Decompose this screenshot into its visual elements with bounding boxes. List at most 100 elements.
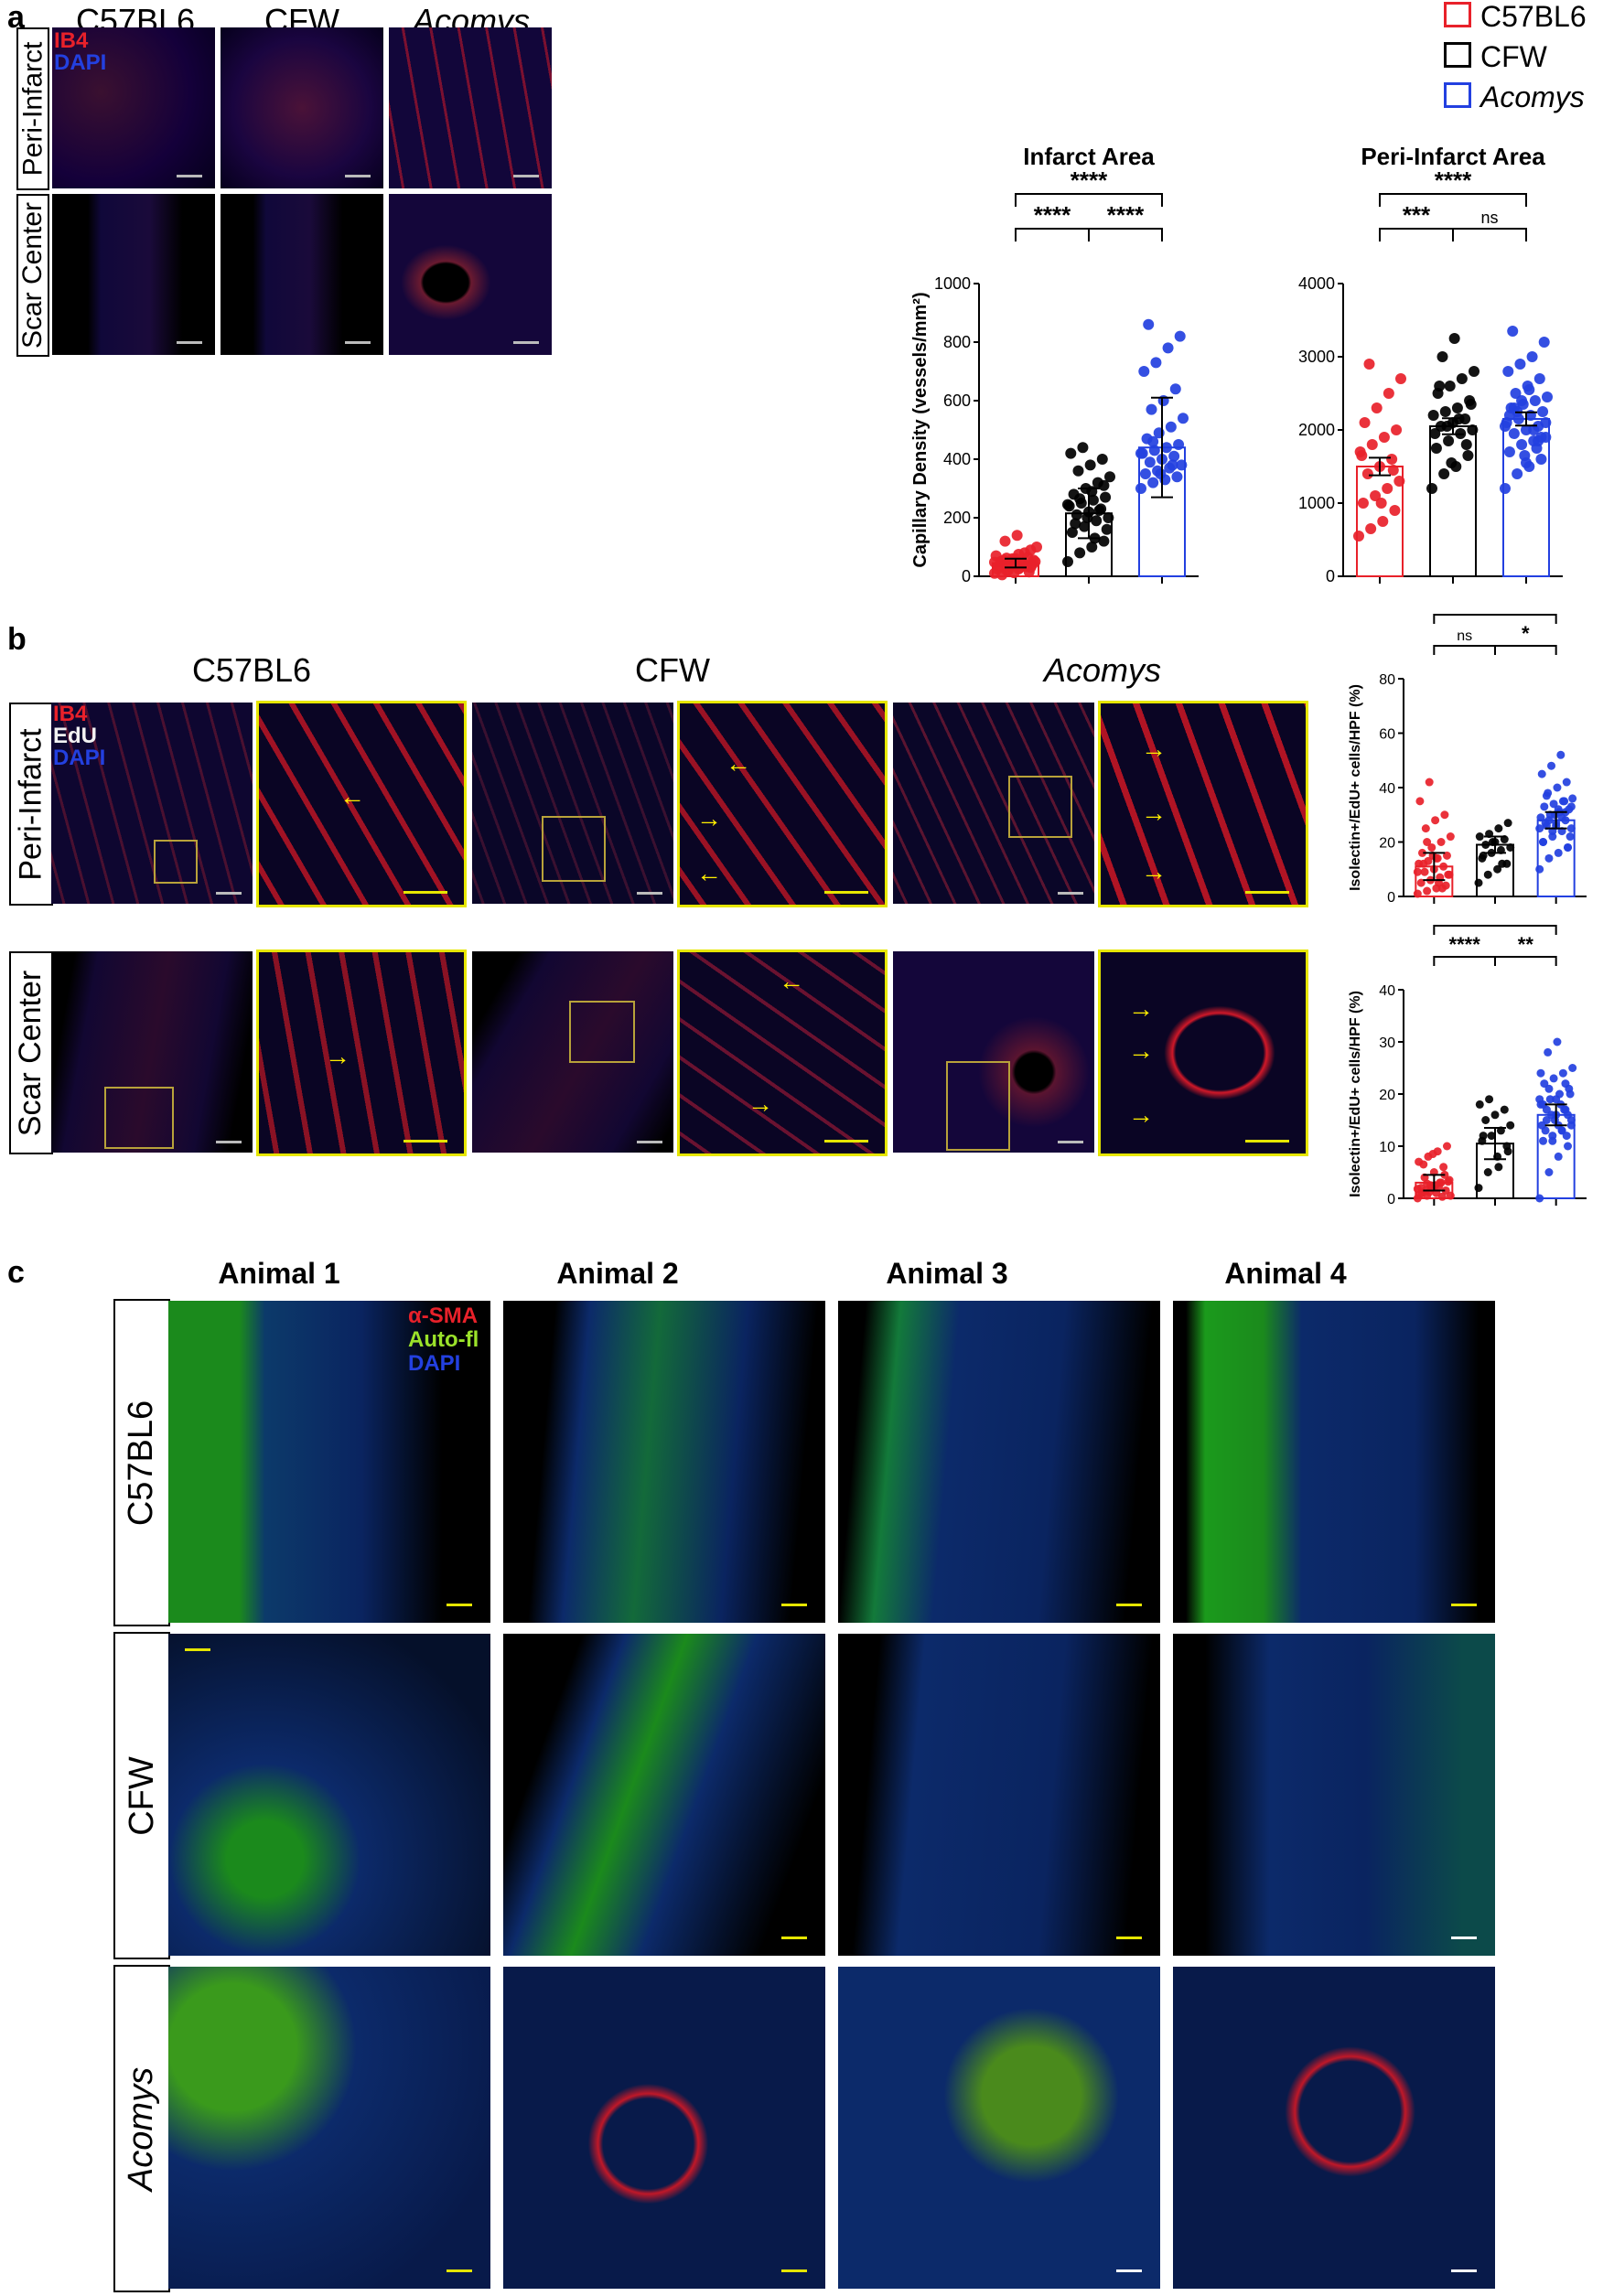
micrograph-a-scar-cfw (221, 194, 383, 355)
data-point (1420, 867, 1429, 876)
data-point (1437, 1192, 1447, 1201)
data-point (1556, 750, 1566, 759)
data-point (1544, 816, 1554, 825)
inset-b-scar-c57: → (256, 950, 467, 1156)
data-point (1540, 1079, 1549, 1089)
arrow-icon: ← (696, 859, 722, 887)
data-point (1146, 403, 1157, 415)
data-point (1135, 447, 1146, 459)
chart-infarct-area: Infarct Area Capillary Density (vessels/m… (910, 143, 1199, 585)
data-point (1371, 402, 1383, 413)
data-point (1441, 421, 1453, 432)
data-point (1494, 1163, 1503, 1172)
data-point (1539, 1136, 1548, 1145)
data-point (1533, 435, 1544, 446)
micrograph-c-cfw-4 (1173, 1634, 1495, 1956)
y-tick-label: 1000 (934, 274, 971, 293)
data-point (1135, 483, 1146, 494)
data-point (1568, 794, 1577, 803)
data-point (1357, 498, 1369, 509)
micrograph-c-acomys-2 (503, 1967, 825, 2289)
data-point (1013, 549, 1025, 560)
data-point (1446, 832, 1455, 842)
data-point (1439, 406, 1451, 417)
data-point (1072, 465, 1084, 477)
data-point (1423, 838, 1432, 846)
y-tick-label: 40 (1379, 983, 1395, 999)
data-point (1425, 1187, 1434, 1196)
data-point (1544, 1047, 1553, 1057)
data-point (1564, 1142, 1573, 1151)
significance-label: **** (1071, 166, 1108, 194)
data-point (1062, 499, 1073, 510)
data-point (1025, 544, 1037, 556)
data-point (1529, 395, 1541, 406)
data-point (1475, 1100, 1484, 1109)
data-point (1537, 769, 1546, 778)
data-point (1079, 520, 1091, 532)
y-tick-label: 40 (1379, 781, 1395, 797)
data-point (1540, 802, 1549, 811)
data-point (1098, 535, 1110, 547)
data-point (1542, 1105, 1551, 1114)
data-point (1481, 840, 1490, 849)
significance-bracket (1015, 228, 1090, 241)
data-point (1444, 870, 1453, 879)
data-point (1087, 494, 1099, 506)
data-point (1475, 832, 1484, 842)
data-point (1356, 450, 1368, 461)
data-point (1155, 468, 1167, 479)
micrograph-a-scar-acomys (389, 194, 552, 355)
significance-bracket (1433, 645, 1496, 655)
data-point (1564, 842, 1573, 852)
significance-bracket (1433, 614, 1557, 624)
panel-a-row-scar: Scar Center (16, 194, 49, 357)
data-point (1539, 838, 1548, 846)
legend-label-c57: C57BL6 (1480, 0, 1587, 33)
data-point (1162, 342, 1174, 354)
data-point (1536, 1068, 1545, 1078)
data-point (1093, 505, 1105, 516)
data-point (1467, 424, 1479, 435)
data-point (1568, 1064, 1577, 1072)
data-point (1370, 490, 1382, 501)
data-point (1503, 1147, 1512, 1156)
data-point (1011, 530, 1023, 542)
stain-label-dapi: DAPI (53, 746, 106, 770)
micrograph-c-cfw-2 (503, 1634, 825, 1956)
data-point (1423, 886, 1432, 896)
micrograph-c-c57-2 (503, 1301, 825, 1623)
data-point (1500, 421, 1511, 432)
data-point (989, 556, 1000, 568)
micrograph-c-cfw-3 (838, 1634, 1160, 1956)
micrograph-c-cfw-1 (168, 1634, 490, 1956)
y-axis-label: Isolectin+/EdU+ cells/HPF (%) (1348, 991, 1363, 1197)
chart-title: Peri-Infarct Area (1361, 143, 1545, 170)
significance-bracket (1379, 193, 1527, 207)
significance-label: ** (1518, 933, 1534, 956)
data-point (1500, 483, 1511, 494)
data-point (1566, 802, 1576, 811)
data-point (1552, 1095, 1561, 1104)
data-point (1441, 1186, 1450, 1195)
data-point (1101, 523, 1113, 535)
data-point (1446, 1191, 1455, 1200)
inset-b-peri-acomys: → → → (1098, 701, 1308, 907)
data-point (1361, 468, 1373, 479)
y-axis-label: Capillary Density (vessels/mm²) (910, 292, 931, 567)
micrograph-b-scar-acomys (893, 951, 1094, 1153)
data-point (1549, 1074, 1558, 1083)
y-tick-label: 0 (962, 567, 971, 585)
data-point (1365, 523, 1377, 534)
data-point (1413, 867, 1422, 876)
y-axis-label: Isolectin+/EdU+ cells/HPF (%) (1348, 684, 1363, 891)
data-point (1167, 459, 1178, 471)
data-point (1545, 1095, 1555, 1104)
data-point (1503, 446, 1515, 457)
significance-bracket (1433, 925, 1557, 935)
data-point (1070, 518, 1081, 530)
panel-b-col-acomys: Acomys (1043, 651, 1162, 689)
data-point (1084, 459, 1096, 471)
significance-label: * (1522, 622, 1530, 645)
data-point (1533, 373, 1545, 384)
